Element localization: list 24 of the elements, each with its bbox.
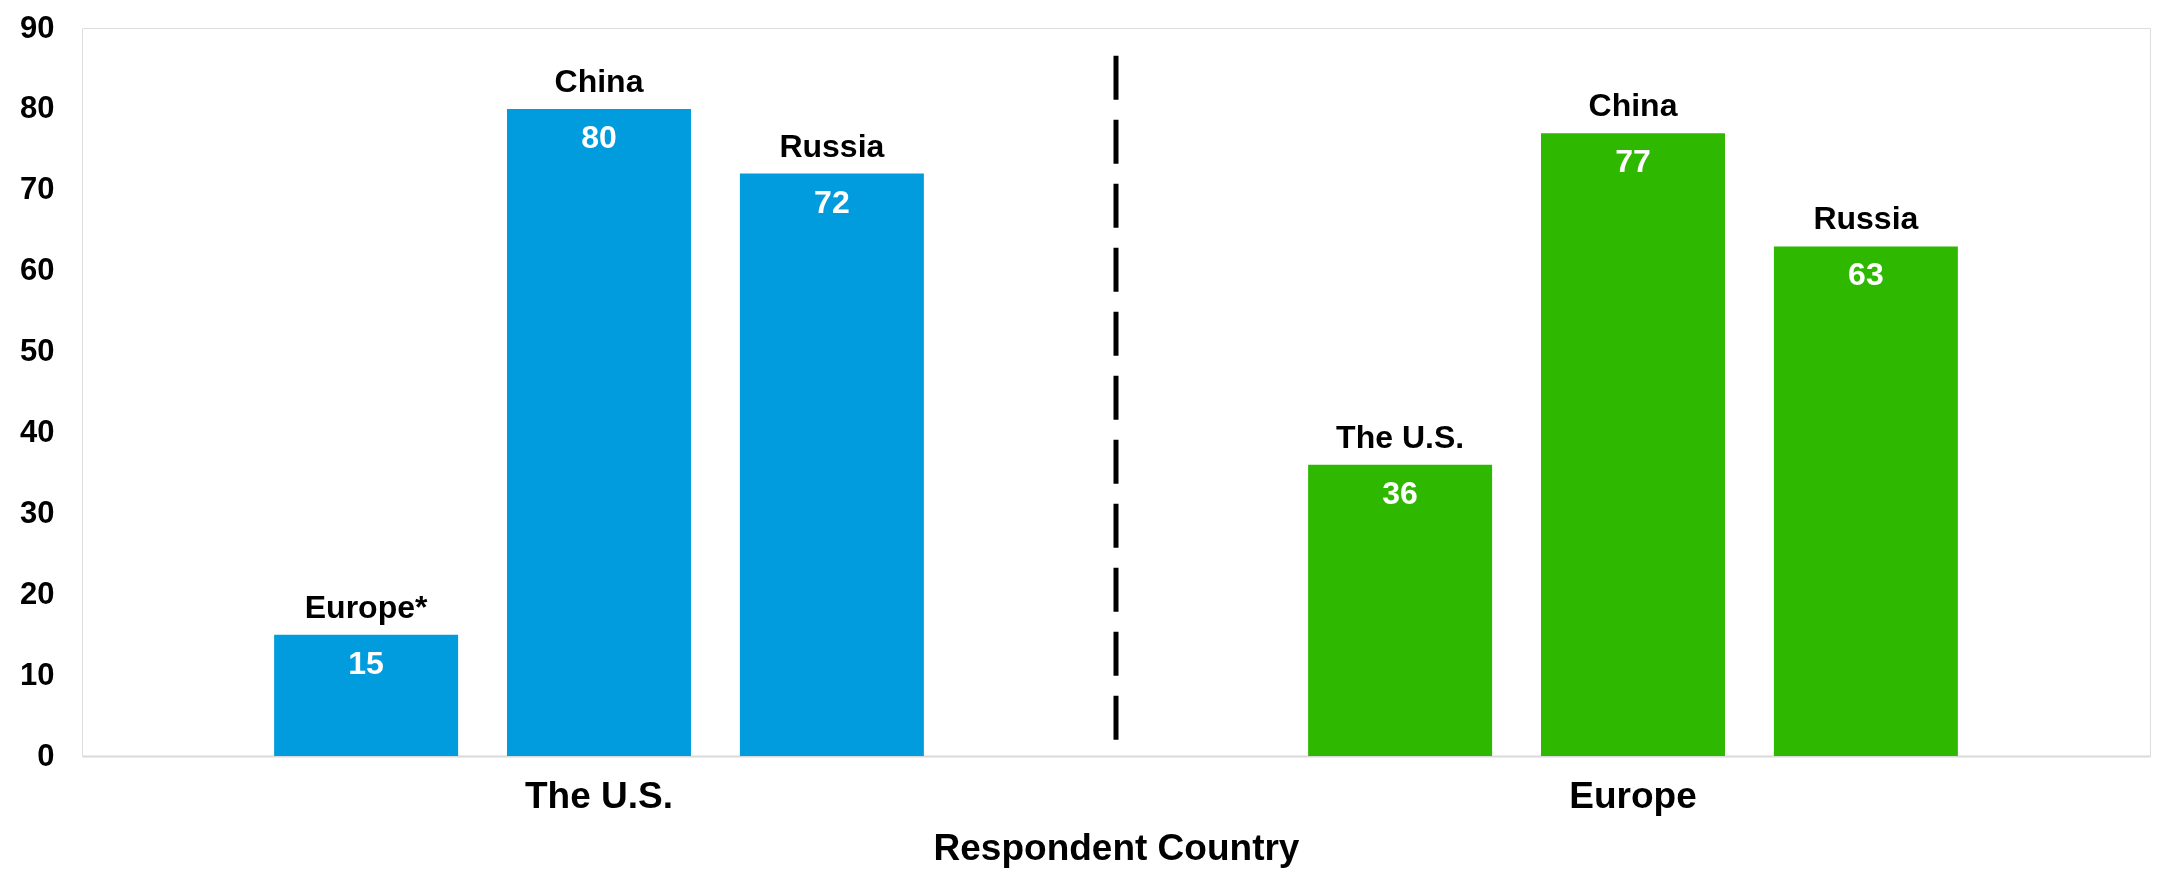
x-axis-title: Respondent Country [933,826,1300,868]
annotation: Europe* [304,588,429,625]
data-label: 15 [348,644,384,681]
data-label: 80 [581,118,617,155]
x-tick-label: Europe [1569,774,1697,816]
y-tick-label: 60 [20,252,55,288]
y-tick-label: 40 [20,413,55,449]
y-tick-label: 50 [20,333,55,369]
data-label: 77 [1615,143,1651,180]
annotation: Russia [779,127,885,164]
y-tick-label: 90 [20,9,55,45]
y-tick-label: 10 [20,656,55,692]
data-label: 36 [1382,474,1418,511]
y-tick-label: 0 [37,737,55,773]
y-tick-label: 70 [20,171,55,207]
annotation: Russia [1813,200,1919,237]
data-label: 72 [814,183,850,220]
y-tick-label: 20 [20,575,55,611]
y-tick-label: 30 [20,494,55,530]
data-label: 63 [1848,256,1884,293]
annotation: The U.S. [1336,418,1465,455]
y-tick-label: 80 [20,90,55,126]
annotation: China [554,62,644,99]
annotation: China [1588,87,1678,124]
